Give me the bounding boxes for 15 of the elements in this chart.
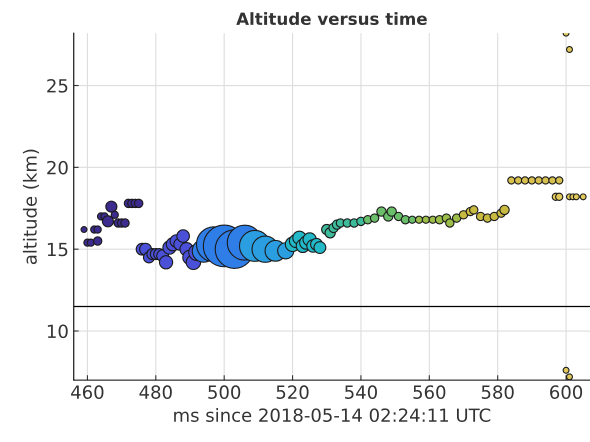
y-tick-label: 25	[47, 78, 68, 93]
x-tick-label: 580	[482, 385, 514, 399]
x-tick-label: 500	[208, 385, 240, 399]
y-axis-title: altitude (km)	[22, 150, 39, 264]
x-tick-label: 460	[71, 385, 104, 399]
y-tick-label: 20	[47, 160, 68, 174]
x-tick-label: 520	[276, 385, 309, 399]
x-tick-label: 600	[550, 385, 582, 399]
x-tick-label: 540	[345, 385, 377, 399]
y-tick-label: 10	[48, 324, 68, 338]
x-axis-title: ms since 2018-05-14 02:24:11 UTC	[174, 408, 490, 422]
x-tick-label: 480	[139, 385, 172, 399]
y-tick-label: 15	[48, 242, 68, 256]
chart-title: Altitude versus time	[236, 12, 427, 26]
x-tick-label: 560	[413, 385, 446, 399]
